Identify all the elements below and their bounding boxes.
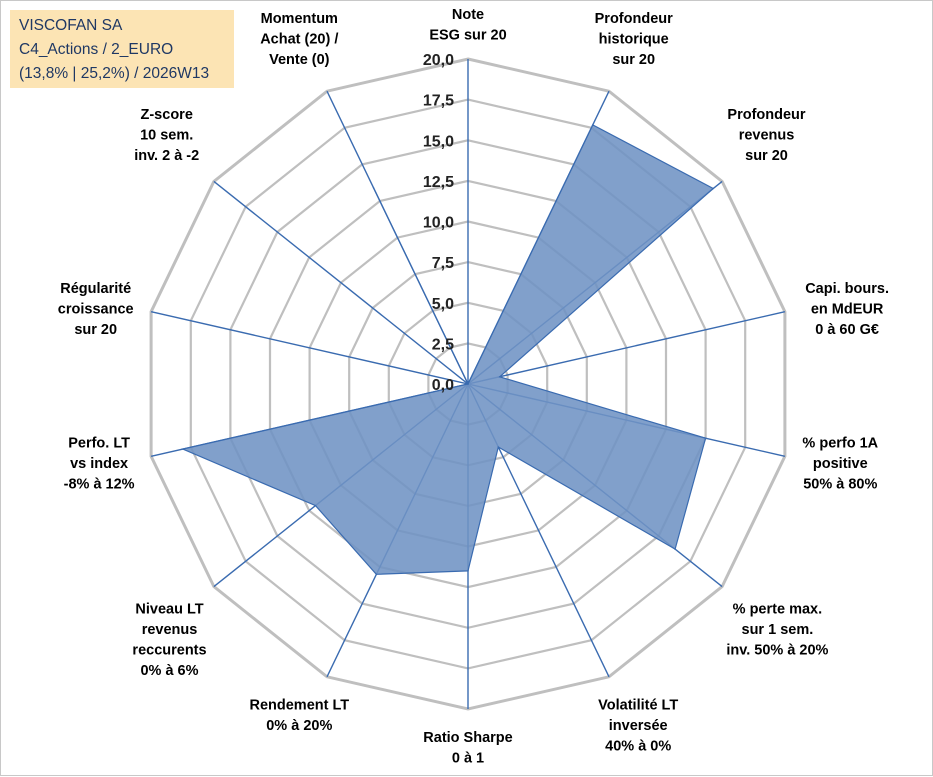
- axis-label-line: vs index: [70, 456, 128, 472]
- axis-label-line: positive: [813, 456, 868, 472]
- data-point: [467, 570, 469, 572]
- axis-label: Régularité croissance sur 20: [58, 281, 134, 338]
- axis-label-line: 0% à 6%: [140, 663, 198, 679]
- axis-label-line: -8% à 12%: [64, 477, 135, 493]
- axis-label-line: 0% à 20%: [266, 718, 332, 734]
- axis-label: Z-score 10 sem. inv. 2 à -2: [134, 107, 199, 164]
- axis-label-line: Momentum: [261, 11, 338, 27]
- data-point: [712, 187, 714, 190]
- tick-label: 0,0: [432, 377, 454, 394]
- axis-label-line: Ratio Sharpe: [423, 730, 512, 746]
- data-point: [704, 437, 707, 440]
- axis-label-line: 0 à 1: [452, 751, 484, 767]
- axis-spoke: [213, 180, 469, 385]
- data-point: [467, 383, 469, 385]
- axis-label-line: Note: [452, 7, 484, 23]
- axis-label-line: 40% à 0%: [605, 739, 671, 755]
- axis-label-line: reccurents: [132, 642, 206, 658]
- tick-label: 20,0: [423, 52, 454, 69]
- axis-label: Perfo. LT vs index -8% à 12%: [64, 436, 135, 493]
- axis-label: Rendement LT 0% à 20%: [249, 698, 349, 735]
- company-name: VISCOFAN SA: [19, 17, 123, 34]
- axis-label-line: sur 20: [612, 52, 655, 68]
- axis-label-line: Achat (20) /: [260, 31, 338, 47]
- data-point: [372, 187, 375, 189]
- tick-label: 10,0: [423, 215, 454, 232]
- tick-label: 7,5: [432, 255, 454, 272]
- axis-label-line: sur 1 sem.: [742, 622, 814, 638]
- axis-label-line: revenus: [142, 622, 198, 638]
- tick-label: 15,0: [423, 133, 454, 150]
- data-point: [592, 124, 594, 126]
- axis-label: Note ESG sur 20: [429, 7, 506, 44]
- axis-label-line: revenus: [739, 128, 795, 144]
- tick-label: 12,5: [423, 174, 454, 191]
- axis-label-line: inv. 50% à 20%: [726, 642, 828, 658]
- axis-label-line: historique: [599, 31, 669, 47]
- axis-label: Momentum Achat (20) / Vente (0): [260, 11, 338, 68]
- axis-label-line: Niveau LT: [135, 601, 203, 617]
- axis-label-line: en MdEUR: [811, 302, 884, 318]
- axis-label: Niveau LT revenus reccurents 0% à 6%: [132, 601, 206, 679]
- axis-label: Ratio Sharpe 0 à 1: [423, 730, 512, 767]
- axis-label-line: Profondeur: [595, 11, 673, 27]
- axis-label-line: Profondeur: [727, 107, 805, 123]
- axis-label-line: inv. 2 à -2: [134, 148, 199, 164]
- axis-spoke: [150, 311, 469, 385]
- data-point: [674, 548, 676, 550]
- axis-label: % perte max. sur 1 sem. inv. 50% à 20%: [726, 601, 828, 658]
- axis-label-line: croissance: [58, 302, 134, 318]
- data-point: [314, 504, 317, 507]
- axis-label-line: sur 20: [74, 322, 117, 338]
- axis-label-line: inversée: [609, 718, 668, 734]
- axis-label-line: % perfo 1A: [802, 436, 878, 452]
- info-box: VISCOFAN SA C4_Actions / 2_EURO (13,8% |…: [10, 10, 234, 88]
- axis-label-line: Capi. bours.: [805, 281, 889, 297]
- axis-label-line: Rendement LT: [249, 698, 349, 714]
- axis-label-line: Vente (0): [269, 52, 330, 68]
- tick-label: 5,0: [432, 296, 454, 313]
- category-line: C4_Actions / 2_EURO: [19, 41, 174, 58]
- axis-label: Profondeur historique sur 20: [595, 11, 673, 68]
- tick-label: 17,5: [423, 93, 454, 110]
- axis-label-line: Volatilité LT: [598, 698, 678, 714]
- axis-label-line: Z-score: [141, 107, 193, 123]
- axis-spoke: [467, 311, 786, 385]
- series-layer: [180, 124, 715, 576]
- data-point: [497, 446, 500, 448]
- axis-label-line: ESG sur 20: [429, 28, 506, 44]
- axis-label-line: 10 sem.: [140, 128, 193, 144]
- tick-layer: 0,0 2,5 5,0 7,5 10,0 12,5 15,0 17,5 20,0: [423, 52, 454, 394]
- axis-label-line: sur 20: [745, 148, 788, 164]
- series-area: [180, 124, 715, 575]
- axis-label-line: % perte max.: [733, 601, 822, 617]
- axis-label-line: 0 à 60 G€: [815, 322, 879, 338]
- label-layer: Note ESG sur 20 Profondeur historique sur 20…: [58, 7, 889, 767]
- axis-label-line: Perfo. LT: [68, 436, 130, 452]
- axis-label-line: 50% à 80%: [803, 477, 877, 493]
- tick-label: 2,5: [432, 336, 454, 353]
- data-point: [375, 573, 378, 576]
- axis-label: Capi. bours. en MdEUR 0 à 60 G€: [805, 281, 889, 338]
- data-point: [182, 448, 184, 450]
- axis-label: Volatilité LT inversée 40% à 0%: [598, 698, 678, 755]
- axis-label-line: Régularité: [60, 281, 131, 297]
- data-point: [498, 376, 501, 378]
- axis-label: Profondeur revenus sur 20: [727, 107, 805, 164]
- stats-line: (13,8% | 25,2%) / 2026W13: [19, 65, 210, 82]
- axis-label: % perfo 1A positive 50% à 80%: [802, 436, 878, 493]
